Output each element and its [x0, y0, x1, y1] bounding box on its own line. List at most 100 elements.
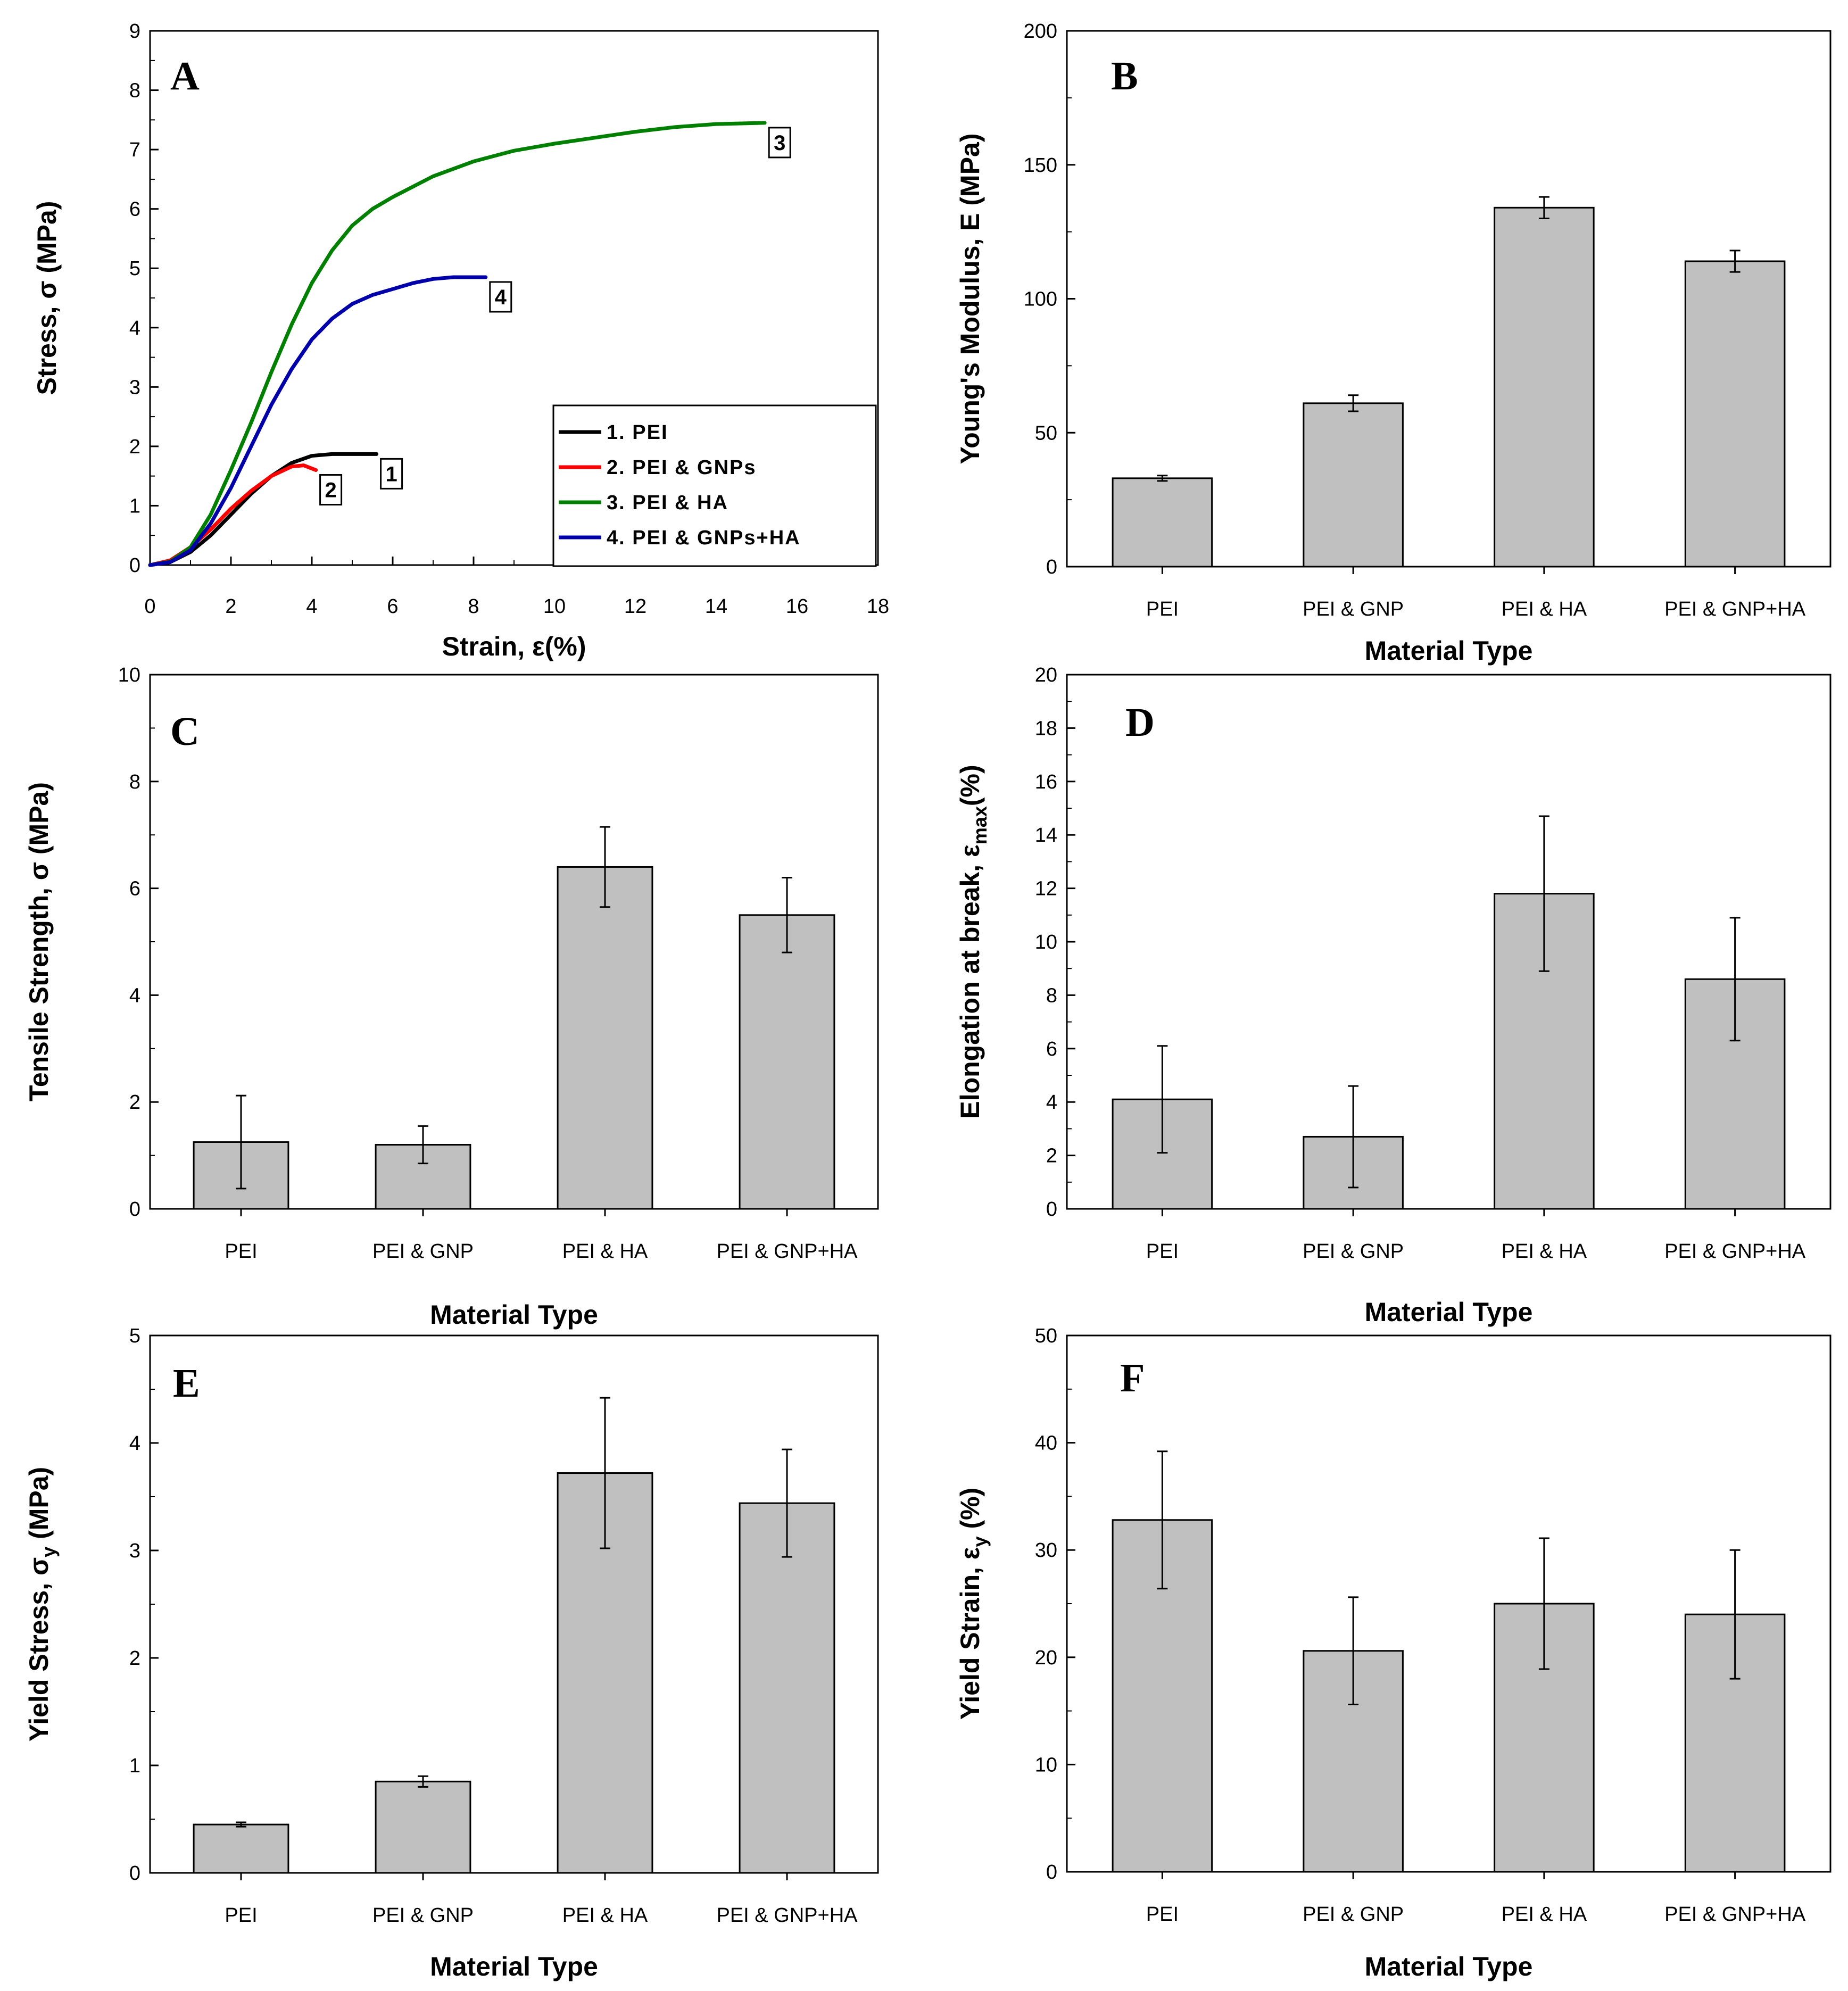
y-tick-label: 0 — [1046, 1861, 1057, 1884]
panel-letter: A — [170, 54, 200, 98]
bar — [375, 1144, 471, 1210]
x-axis-label: Material Type — [1365, 636, 1533, 666]
series-tag-box — [380, 458, 403, 490]
y-tick-label: 100 — [1024, 288, 1057, 311]
x-tick-label: 14 — [705, 595, 727, 618]
x-tick-label: 8 — [468, 595, 479, 618]
y-axis-label-main: Stress, σ (MPa) — [32, 201, 62, 395]
y-tick-label: 0 — [129, 554, 140, 577]
y-tick-label: 18 — [1035, 717, 1057, 740]
series-tag-box — [768, 127, 791, 159]
y-axis-label-suffix: (%) — [955, 1488, 985, 1537]
legend-entry: 4. PEI & GNPs+HA — [607, 527, 801, 549]
x-axis-label: Material Type — [430, 1300, 598, 1330]
panel-e: 0 1 2 3 4 5 E Yield Stress, σy (MPa) Material Ty… — [24, 1325, 879, 1981]
x-tick-label: PEI & GNP+HA — [1664, 598, 1806, 620]
x-tick-label: PEI & GNP+HA — [1664, 1903, 1806, 1926]
series-tag-box — [489, 281, 512, 313]
panel-b: 0 50 100 150 200 B Young's Modulus, E (MPa) Mat… — [955, 20, 1832, 666]
x-tick-label: PEI — [1146, 598, 1179, 620]
y-axis-label: Yield Stress, σy (MPa) — [24, 1467, 60, 1741]
x-tick-label: PEI & GNP — [1303, 598, 1404, 620]
y-tick-label: 3 — [129, 376, 140, 399]
x-tick-label: 4 — [306, 595, 317, 618]
x-tick-label: PEI & HA — [1502, 598, 1587, 620]
x-tick-label: PEI & HA — [562, 1904, 648, 1927]
y-tick-label: 2 — [129, 1647, 140, 1670]
y-tick-label: 4 — [129, 1432, 140, 1455]
panel-d: 0 2 4 6 8 10 12 14 16 18 20 D Elongation at break, ε… — [955, 664, 1832, 1327]
legend-entry: 1. PEI — [607, 421, 668, 444]
y-tick-label: 8 — [129, 80, 140, 102]
y-axis-label-main: Elongation at break, ε — [955, 844, 985, 1118]
bar — [1303, 402, 1404, 568]
x-tick-label: 18 — [867, 595, 889, 618]
y-axis-label-main: Yield Strain, ε — [955, 1547, 985, 1720]
y-tick-label: 14 — [1035, 824, 1057, 847]
y-tick-label: 4 — [1046, 1091, 1057, 1114]
x-axis-label: Material Type — [1365, 1952, 1533, 1981]
y-tick-label: 0 — [129, 1862, 140, 1885]
y-tick-label: 1 — [129, 495, 140, 517]
y-tick-label: 200 — [1024, 20, 1057, 43]
series-tag-box — [319, 474, 343, 506]
x-tick-label: PEI — [225, 1240, 257, 1263]
x-tick-label: 16 — [786, 595, 808, 618]
bar — [739, 1502, 835, 1874]
y-tick-label: 16 — [1035, 771, 1057, 793]
y-tick-label: 10 — [1035, 931, 1057, 953]
y-tick-label: 12 — [1035, 878, 1057, 900]
y-tick-label: 3 — [129, 1540, 140, 1562]
y-axis-label: Tensile Strength, σ (MPa) — [24, 782, 54, 1101]
x-tick-label: PEI & GNP+HA — [716, 1240, 858, 1263]
bar — [1112, 477, 1213, 568]
panel-letter: F — [1120, 1356, 1145, 1400]
x-axis-label: Material Type — [1365, 1297, 1533, 1327]
y-axis-label-suffix: (%) — [955, 765, 985, 806]
x-axis-label: Material Type — [430, 1952, 598, 1981]
y-tick-label: 8 — [129, 771, 140, 793]
y-tick-label: 4 — [129, 984, 140, 1007]
bar — [193, 1823, 289, 1874]
y-tick-label: 5 — [129, 1325, 140, 1347]
x-tick-label: 10 — [543, 595, 566, 618]
x-tick-label: PEI & HA — [562, 1240, 648, 1263]
series-tag-label: 1 — [385, 462, 397, 486]
x-tick-label: PEI & GNP — [1303, 1903, 1404, 1926]
y-axis-label-main: Tensile Strength, σ (MPa) — [24, 782, 54, 1101]
x-tick-label: 2 — [225, 595, 236, 618]
y-tick-label: 7 — [129, 139, 140, 161]
y-tick-label: 50 — [1035, 422, 1057, 444]
y-tick-label: 8 — [1046, 984, 1057, 1007]
x-tick-label: PEI — [1146, 1903, 1179, 1926]
y-tick-label: 2 — [129, 1091, 140, 1114]
y-axis-label-main: Yield Stress, σ — [24, 1557, 54, 1741]
y-tick-label: 0 — [129, 1198, 140, 1221]
x-tick-label: 6 — [387, 595, 398, 618]
panel-f: 0 10 20 30 40 50 F Yield Strain, εy (%) Material… — [955, 1325, 1832, 1981]
x-tick-label: PEI & GNP — [372, 1240, 474, 1263]
panel-letter: D — [1125, 700, 1155, 745]
y-axis-label: Young's Modulus, E (MPa) — [955, 133, 985, 464]
bar — [739, 914, 835, 1210]
bar — [557, 866, 653, 1210]
y-tick-label: 10 — [118, 664, 140, 686]
y-axis-label-main: Young's Modulus, E (MPa) — [955, 133, 985, 464]
panel-letter: E — [173, 1361, 200, 1406]
y-tick-label: 2 — [1046, 1145, 1057, 1167]
y-tick-label: 4 — [129, 317, 140, 339]
y-tick-label: 40 — [1035, 1432, 1057, 1455]
y-axis-label: Stress, σ (MPa) — [32, 201, 62, 395]
y-tick-label: 150 — [1024, 154, 1057, 177]
y-tick-label: 6 — [1046, 1038, 1057, 1060]
y-tick-label: 0 — [1046, 1198, 1057, 1221]
x-tick-label: PEI — [1146, 1240, 1179, 1263]
bar — [375, 1780, 471, 1874]
y-tick-label: 20 — [1035, 1647, 1057, 1669]
series-tag-label: 3 — [774, 131, 785, 155]
series-line — [148, 275, 488, 567]
y-tick-label: 50 — [1035, 1325, 1057, 1347]
x-tick-label: PEI & HA — [1502, 1240, 1587, 1263]
y-axis-label-sub: max — [969, 806, 991, 844]
